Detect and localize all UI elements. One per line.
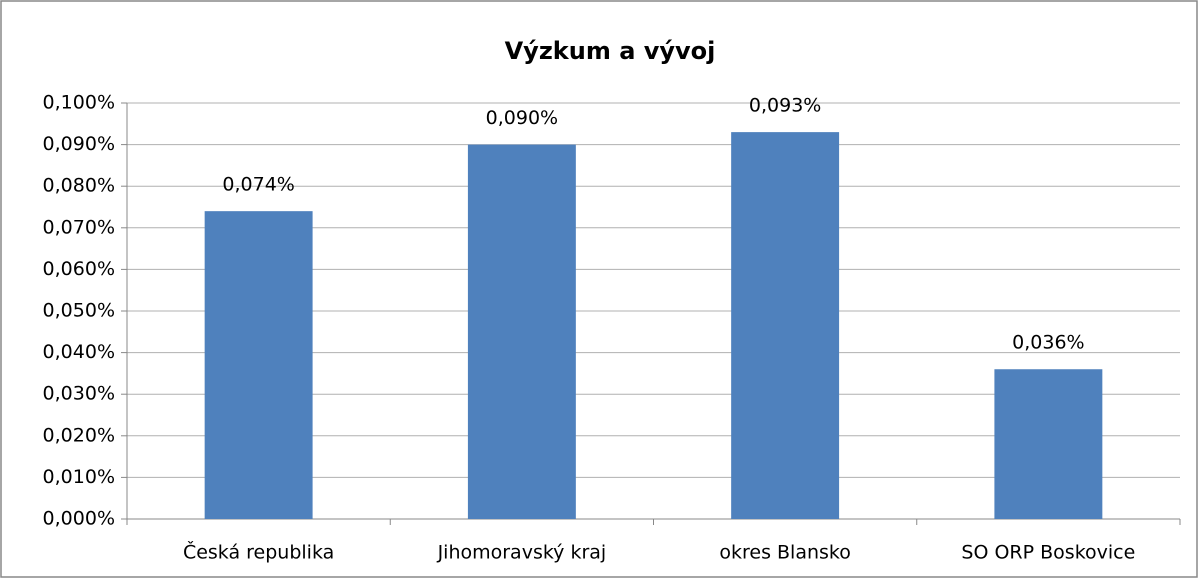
x-tick-label: Jihomoravský kraj [437,542,607,564]
x-tick-label: Česká republika [183,540,334,564]
chart-title: Výzkum a vývoj [505,37,716,65]
y-tick-label: 0,070% [43,216,115,238]
bar [204,211,313,519]
bar [731,132,840,519]
y-tick-label: 0,050% [43,300,115,322]
bar [994,369,1103,519]
data-label: 0,074% [222,174,294,196]
y-tick-label: 0,010% [43,466,115,488]
bar [467,144,576,519]
y-tick-label: 0,080% [43,175,115,197]
y-tick-label: 0,000% [43,508,115,530]
data-label: 0,090% [486,107,558,129]
data-label: 0,093% [749,95,821,117]
y-tick-label: 0,060% [43,258,115,280]
x-tick-label: SO ORP Boskovice [961,542,1135,564]
y-tick-label: 0,020% [43,424,115,446]
y-tick-label: 0,090% [43,133,115,155]
y-tick-label: 0,100% [43,92,115,114]
y-tick-label: 0,030% [43,383,115,405]
y-tick-label: 0,040% [43,341,115,363]
x-tick-label: okres Blansko [719,542,851,564]
data-label: 0,036% [1012,332,1084,354]
